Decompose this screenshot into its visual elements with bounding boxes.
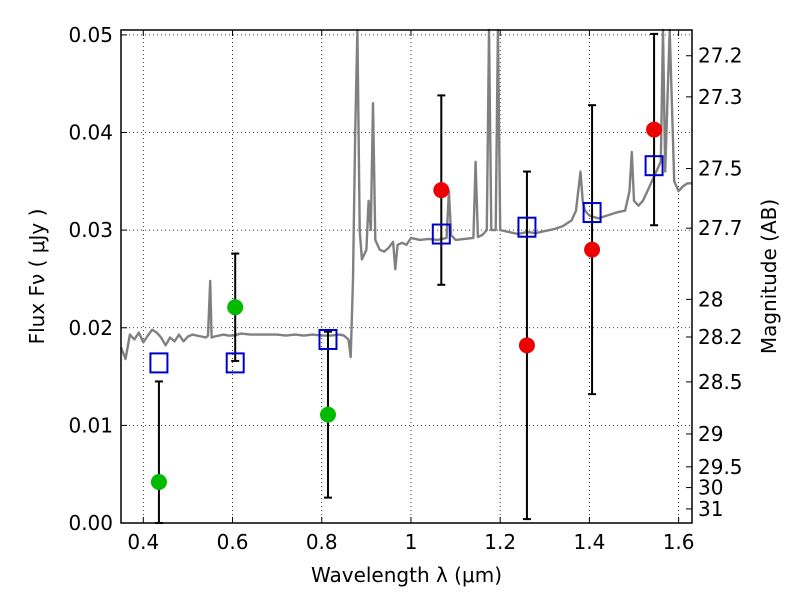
- mag-tick-label: 29.5: [698, 455, 743, 479]
- mag-tick-label: 28: [698, 287, 723, 311]
- y-tick-label: 0.05: [68, 23, 113, 47]
- spectrum-line: [119, 28, 692, 361]
- data-point: [646, 121, 663, 138]
- plot-frame: [120, 29, 693, 524]
- mag-tick-label: 27.2: [698, 44, 743, 68]
- data-point: [584, 241, 601, 258]
- mag-tick-label: 28.5: [698, 370, 743, 394]
- grid: [121, 30, 692, 524]
- data-point: [150, 473, 167, 490]
- marker-layer: [149, 121, 664, 490]
- data-point: [433, 182, 450, 199]
- mag-tick-label: 31: [698, 497, 723, 521]
- x-tick-label: 0.4: [127, 530, 159, 554]
- x-tick-label: 1.6: [663, 530, 695, 554]
- x-tick-label: 0.8: [306, 530, 338, 554]
- y-axis-right-label: Magnitude (AB): [757, 199, 781, 354]
- x-tick-label: 1: [405, 530, 418, 554]
- data-point: [227, 299, 244, 316]
- x-tick-label: 1.2: [484, 530, 516, 554]
- mag-tick-label: 27.3: [698, 85, 743, 109]
- data-point: [518, 337, 535, 354]
- x-axis-label: Wavelength λ (μm): [311, 563, 502, 587]
- y-tick-label: 0.01: [68, 413, 113, 437]
- mag-tick-label: 27.7: [698, 216, 743, 240]
- model-square: [149, 352, 169, 374]
- y-tick-label: 0.03: [68, 218, 113, 242]
- data-point: [319, 406, 336, 423]
- mag-tick-label: 30: [698, 476, 723, 500]
- tick-layer: 0.4 0.6 0.8 1 1.2 1.4 1.6 0.00 0.01 0.02 0.03 0.04 0…: [68, 23, 742, 554]
- x-tick-label: 1.4: [573, 530, 605, 554]
- y-tick-label: 0.04: [68, 121, 113, 145]
- model-square: [431, 223, 451, 245]
- y-axis-label: Flux Fν ( μJy ): [25, 209, 49, 345]
- mag-tick-label: 28.2: [698, 325, 743, 349]
- x-tick-label: 0.6: [217, 530, 249, 554]
- y-tick-label: 0.02: [68, 316, 113, 340]
- model-square: [517, 216, 537, 238]
- model-square: [318, 328, 338, 350]
- errorbar-layer: [154, 32, 659, 524]
- y-tick-label: 0.00: [68, 511, 113, 535]
- model-square: [582, 202, 602, 224]
- mag-tick-label: 27.5: [698, 157, 743, 181]
- model-square: [225, 352, 245, 374]
- model-square: [644, 155, 664, 177]
- spectrum-layer: [119, 28, 692, 361]
- mag-tick-label: 29: [698, 422, 723, 446]
